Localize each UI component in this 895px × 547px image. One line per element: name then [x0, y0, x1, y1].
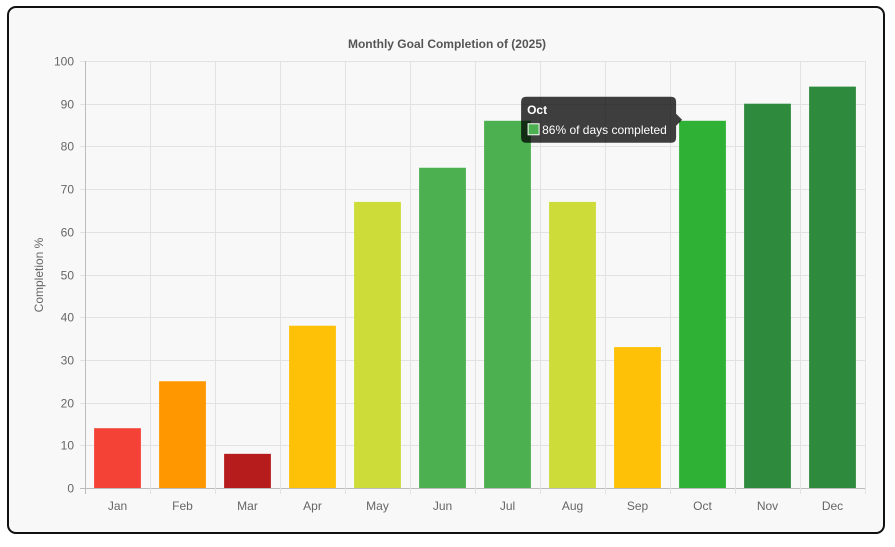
x-tick-label: Nov	[757, 499, 778, 513]
bars	[94, 86, 856, 489]
x-tick-label: Mar	[237, 499, 258, 513]
x-tick-label: Jan	[108, 499, 127, 513]
bar-dec[interactable]	[809, 86, 856, 489]
bar-jan[interactable]	[94, 428, 141, 488]
x-tick-label: Feb	[172, 499, 193, 513]
x-tick-label: Jun	[433, 499, 452, 513]
y-tick-label: 100	[54, 55, 74, 69]
bar-mar[interactable]	[224, 453, 271, 488]
x-tick-label: Sep	[627, 499, 649, 513]
tooltip-text: 86% of days completed	[542, 123, 667, 137]
y-tick-label: 20	[61, 397, 75, 411]
tooltip-background	[521, 96, 683, 143]
y-tick-label: 70	[61, 183, 75, 197]
tooltip-title: Oct	[527, 103, 547, 117]
bar-aug[interactable]	[549, 201, 596, 488]
x-tick-label: Dec	[822, 499, 843, 513]
x-tick-label: Aug	[562, 499, 583, 513]
bar-apr[interactable]	[289, 325, 336, 488]
bar-jul[interactable]	[484, 120, 531, 488]
y-tick-label: 60	[61, 226, 75, 240]
x-tick-label: Jul	[500, 499, 515, 513]
y-axis-label: Completion %	[32, 237, 46, 312]
y-axis-ticks: 0 10 20 30 40 50 60 70 80 90 100	[54, 55, 74, 496]
bar-oct[interactable]	[679, 120, 726, 488]
x-tick-label: Apr	[303, 499, 322, 513]
y-tick-label: 90	[61, 98, 75, 112]
y-tick-label: 40	[61, 311, 75, 325]
y-tick-label: 0	[67, 482, 74, 496]
bar-feb[interactable]	[159, 381, 206, 488]
y-tick-label: 80	[61, 140, 75, 154]
y-tick-label: 50	[61, 269, 75, 283]
tooltip: Oct 86% of days completed	[521, 96, 683, 143]
y-tick-label: 30	[61, 354, 75, 368]
bar-jun[interactable]	[419, 167, 466, 488]
bar-sep[interactable]	[614, 347, 661, 488]
chart-title: Monthly Goal Completion of (2025)	[348, 37, 546, 51]
tooltip-swatch	[527, 123, 540, 136]
y-tick-label: 10	[61, 439, 75, 453]
bar-may[interactable]	[354, 201, 401, 488]
bar-nov[interactable]	[744, 103, 791, 488]
x-tick-label: May	[366, 499, 389, 513]
x-tick-label: Oct	[693, 499, 712, 513]
x-axis-ticks: Jan Feb Mar Apr May Jun Jul Aug Sep Oct Nov Dec	[108, 499, 843, 513]
